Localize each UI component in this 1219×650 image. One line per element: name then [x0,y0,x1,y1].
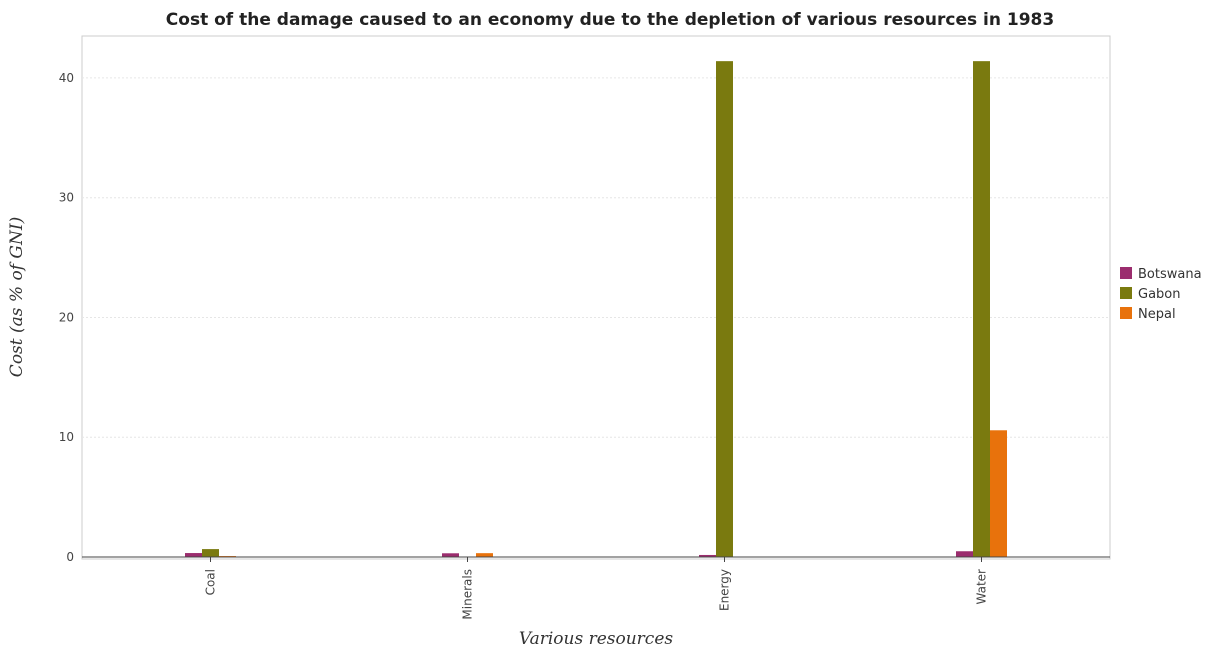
y-tick-label: 40 [59,71,74,85]
legend-swatch-nepal [1120,307,1132,319]
bar-nepal-water [990,430,1007,557]
bar-botswana-coal [185,553,202,557]
legend-swatch-gabon [1120,287,1132,299]
bar-botswana-water [956,551,973,557]
bars [82,61,1110,558]
y-tick-label: 10 [59,430,74,444]
bar-gabon-coal [202,549,219,557]
legend: Botswana Gabon Nepal [1120,267,1202,322]
bar-botswana-minerals [442,553,459,557]
plot-area [81,35,1111,560]
x-tick-label: Coal [204,569,218,595]
y-axis-label: Cost (as % of GNI) [7,217,27,377]
x-axis-label: Various resources [519,629,674,649]
x-tick-label: Water [975,569,989,605]
bar-nepal-minerals [476,553,493,557]
x-tick-labels: Coal Minerals Energy Water [204,557,989,620]
chart-title: Cost of the damage caused to an economy … [166,10,1054,30]
y-tick-label: 0 [66,550,74,564]
legend-swatch-botswana [1120,267,1132,279]
bar-gabon-energy [716,61,733,557]
y-tick-label: 20 [59,310,74,324]
bar-gabon-water [973,61,990,557]
y-tick-label: 30 [59,191,74,205]
bar-botswana-energy [699,554,716,557]
y-tick-labels: 0 10 20 30 40 [59,71,74,564]
legend-label-nepal: Nepal [1138,307,1176,322]
legend-label-gabon: Gabon [1138,287,1181,302]
x-tick-label: Minerals [461,569,475,620]
legend-label-botswana: Botswana [1138,267,1202,282]
x-tick-label: Energy [718,569,732,611]
